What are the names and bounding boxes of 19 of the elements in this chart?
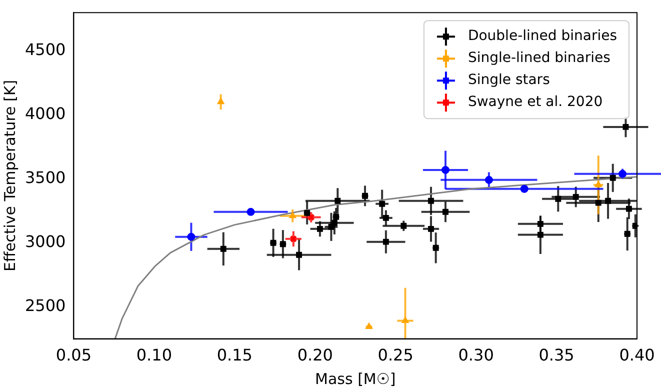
x-tick-label: 0.35 xyxy=(538,346,574,365)
x-tick-label: 0.30 xyxy=(458,346,494,365)
y-tick-label: 3500 xyxy=(25,168,66,188)
x-tick-label: 0.25 xyxy=(378,346,414,365)
legend-label: Double-lined binaries xyxy=(468,28,618,44)
legend-label: Swayne et al. 2020 xyxy=(468,94,603,110)
y-tick-label: 3000 xyxy=(25,232,66,252)
x-tick-label: 0.15 xyxy=(216,346,252,365)
x-tick-label: 0.10 xyxy=(136,346,172,365)
legend-label: Single stars xyxy=(468,72,550,88)
y-tick-label: 2500 xyxy=(25,296,66,315)
legend-label: Single-lined binaries xyxy=(468,50,610,66)
x-tick-label: 0.40 xyxy=(619,346,655,365)
y-axis-title: Effective Temperature [K] xyxy=(0,80,19,272)
x-axis-title: Mass [M☉] xyxy=(315,370,396,388)
y-tick-label: 4000 xyxy=(25,104,66,124)
x-tick-label: 0.05 xyxy=(56,346,92,365)
x-tick-label: 0.20 xyxy=(297,346,333,365)
y-tick-label: 4500 xyxy=(25,40,66,60)
